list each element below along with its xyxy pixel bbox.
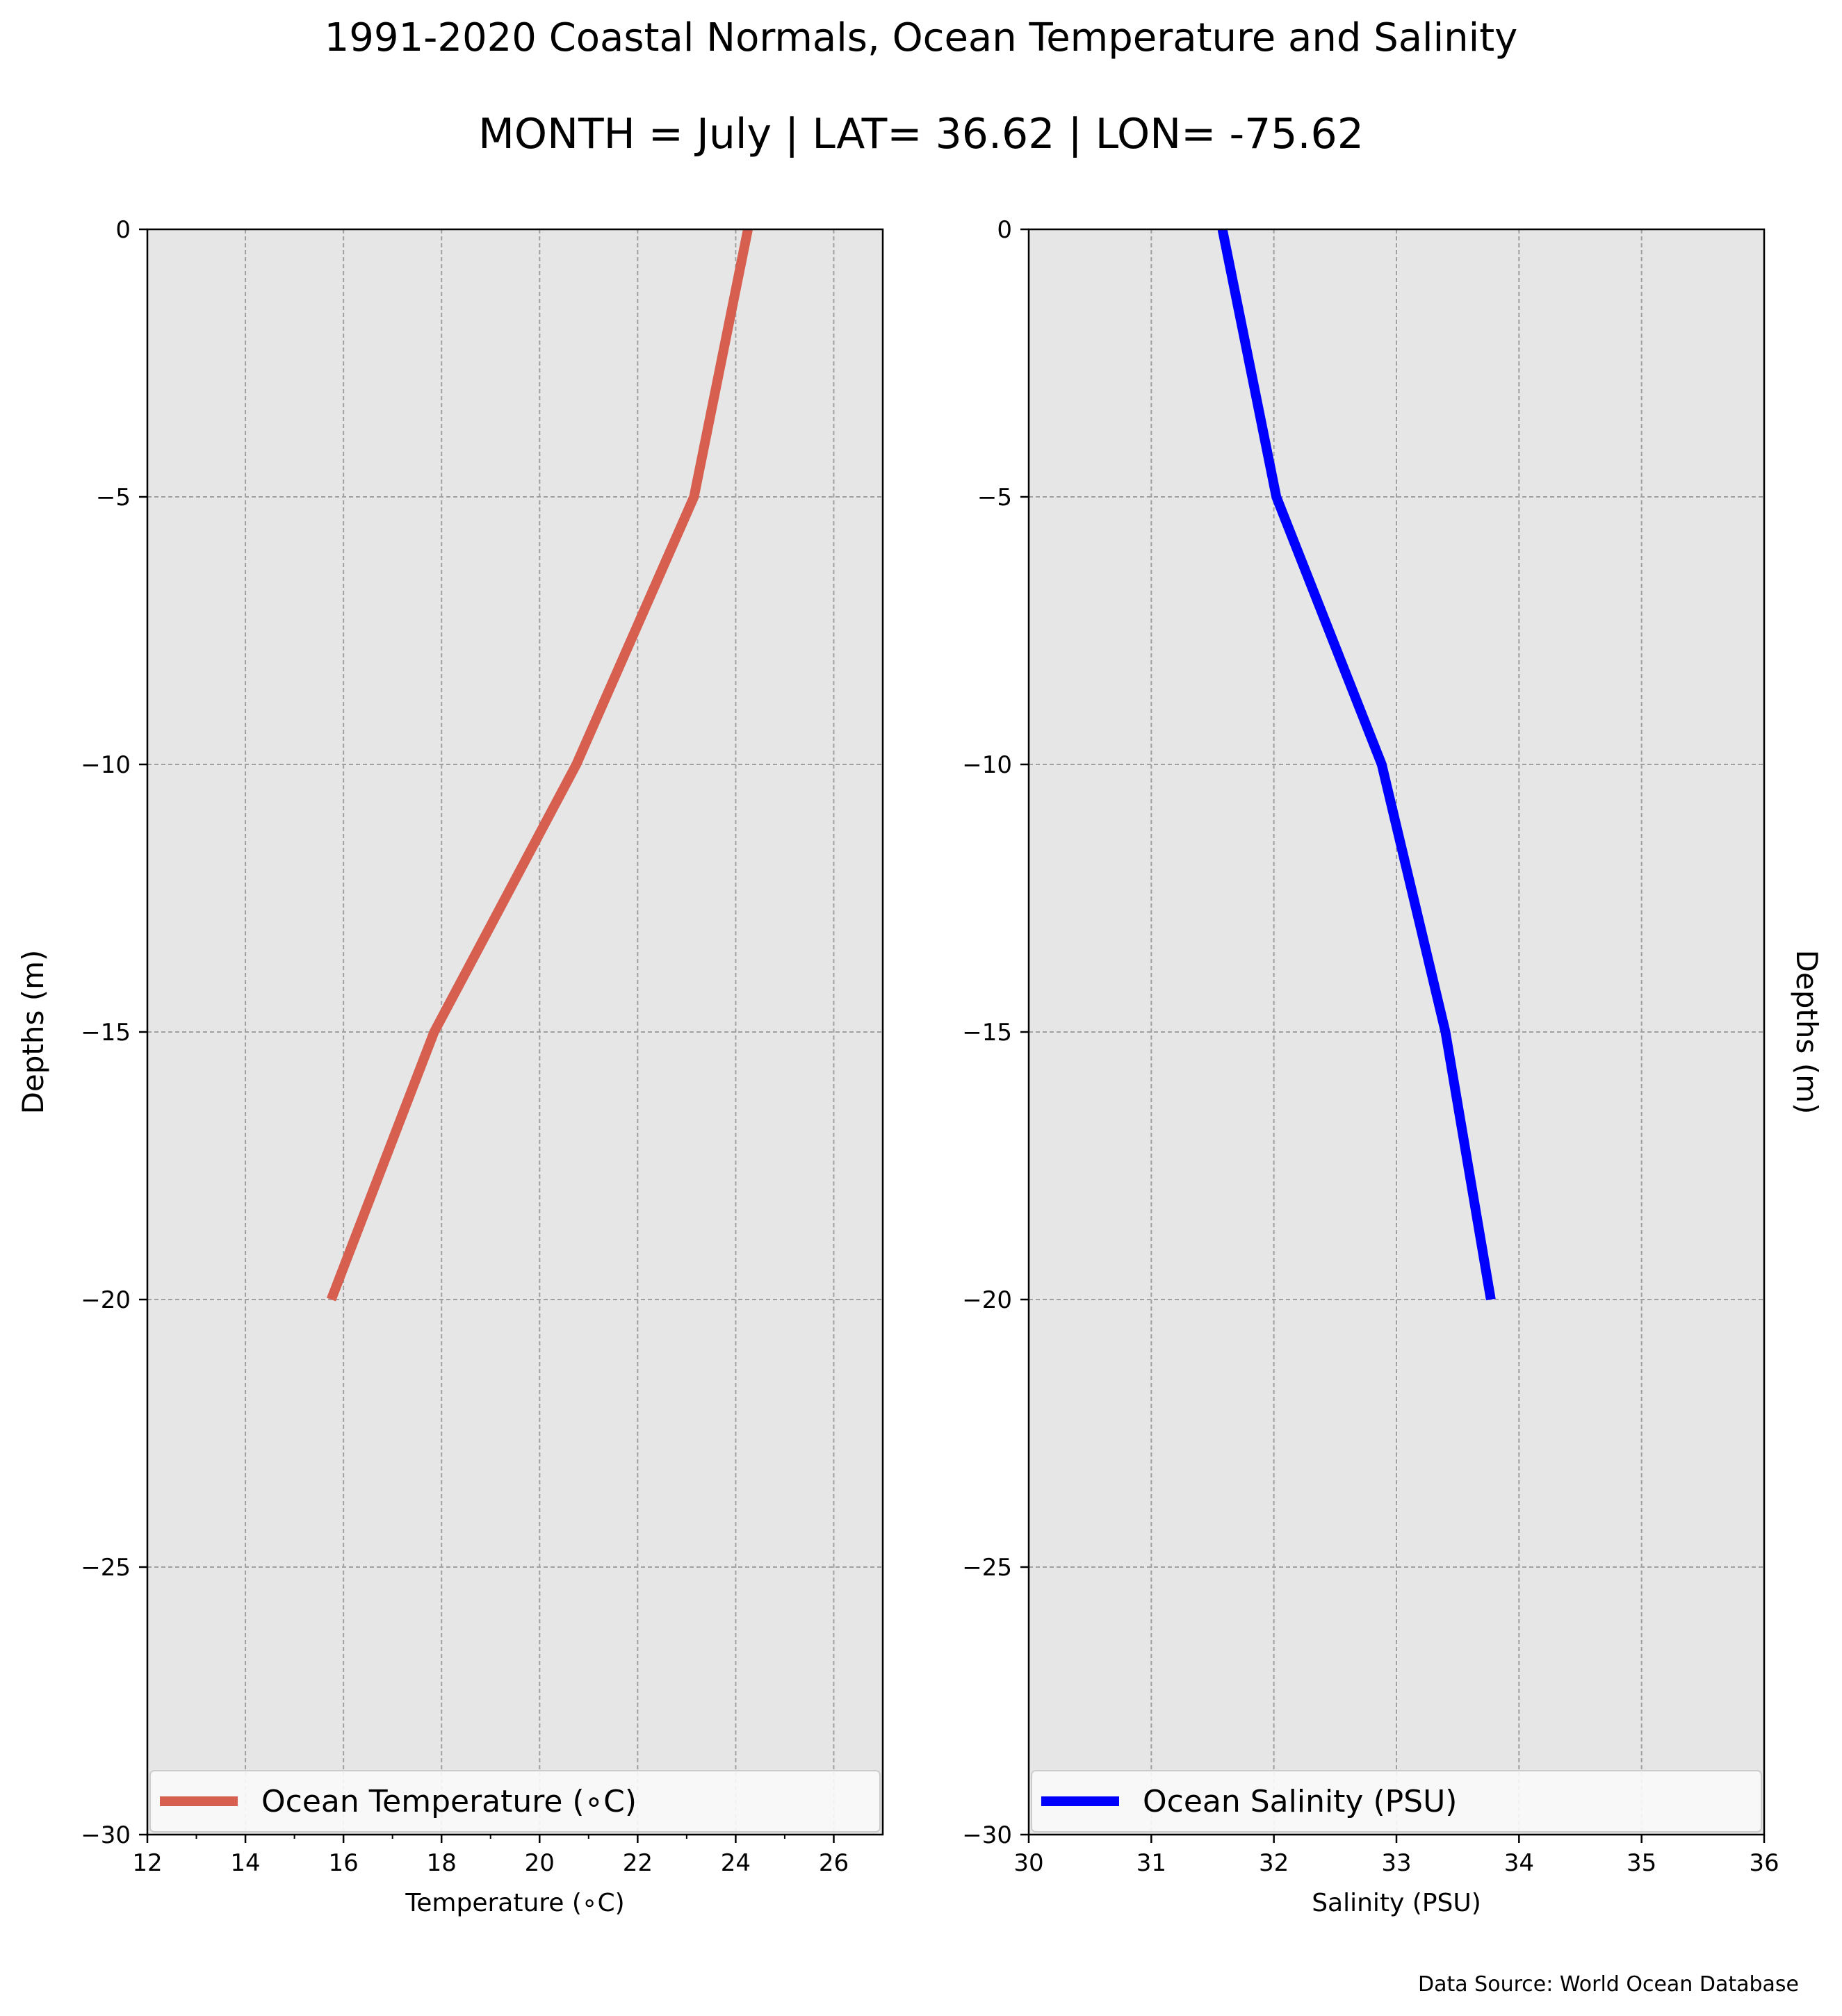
temperature-x-axis-label: Temperature (∘C)	[405, 1889, 624, 1917]
temperature-x-tick-label: 26	[819, 1849, 849, 1877]
salinity-legend: Ocean Salinity (PSU)	[1031, 1770, 1762, 1833]
temperature-y-tick-label: −5	[96, 484, 131, 511]
salinity-y-axis-label: Depths (m)	[1790, 950, 1824, 1115]
temperature-series-line	[326, 228, 753, 1302]
temperature-y-tick-label: −10	[81, 751, 131, 779]
salinity-legend-box	[1031, 1770, 1762, 1833]
salinity-y-tick-label: −10	[962, 751, 1012, 779]
salinity-x-axis-label: Salinity (PSU)	[1312, 1889, 1481, 1917]
salinity-y-tick-label: −15	[962, 1019, 1012, 1047]
temperature-legend-label: Ocean Temperature (∘C)	[261, 1784, 637, 1819]
temperature-legend: Ocean Temperature (∘C)	[149, 1770, 881, 1833]
salinity-legend-label: Ocean Salinity (PSU)	[1143, 1784, 1457, 1819]
temperature-y-tick-label: −25	[81, 1554, 131, 1582]
temperature-legend-box	[149, 1770, 881, 1833]
temperature-y-axis-label: Depths (m)	[16, 950, 50, 1115]
temperature-x-tick-label: 14	[230, 1849, 260, 1877]
temperature-x-tick-label: 20	[525, 1849, 555, 1877]
salinity-y-tick-label: −25	[962, 1554, 1012, 1582]
temperature-x-tick-label: 22	[623, 1849, 653, 1877]
salinity-x-tick-label: 32	[1259, 1849, 1289, 1877]
temperature-plot-background	[147, 229, 883, 1835]
temperature-y-tick-label: −30	[81, 1821, 131, 1849]
salinity-x-tick-label: 36	[1749, 1849, 1779, 1877]
temperature-x-tick-label: 12	[132, 1849, 162, 1877]
salinity-x-tick-label: 30	[1013, 1849, 1043, 1877]
temperature-x-tick-label: 18	[427, 1849, 457, 1877]
chart-subtitle: MONTH = July | LAT= 36.62 | LON= -75.62	[478, 110, 1364, 158]
salinity-y-tick-label: −30	[962, 1821, 1012, 1849]
salinity-x-tick-label: 34	[1504, 1849, 1534, 1877]
temperature-y-tick-label: −15	[81, 1019, 131, 1047]
temperature-panel: 12 14 16 18 20 22 24 26 0 −5 −10 −15 −20 −25 −30 Temper…	[16, 216, 884, 1917]
data-source-note: Data Source: World Ocean Database	[1418, 1972, 1799, 1997]
salinity-y-tick-label: −20	[962, 1286, 1012, 1314]
salinity-y-tick-label: 0	[997, 216, 1012, 244]
salinity-x-tick-label: 33	[1381, 1849, 1411, 1877]
salinity-series-line	[1217, 228, 1496, 1301]
temperature-x-tick-label: 24	[721, 1849, 751, 1877]
salinity-panel: 30 31 32 33 34 35 36 0 −5 −10 −15 −20 −25 −30 Salinity…	[962, 216, 1824, 1917]
chart-title: 1991-2020 Coastal Normals, Ocean Tempera…	[324, 15, 1518, 60]
temperature-y-tick-label: −20	[81, 1286, 131, 1314]
salinity-x-tick-label: 35	[1627, 1849, 1656, 1877]
temperature-y-tick-label: 0	[115, 216, 131, 244]
temperature-x-tick-label: 16	[329, 1849, 359, 1877]
salinity-y-tick-label: −5	[977, 484, 1012, 511]
salinity-x-tick-label: 31	[1136, 1849, 1166, 1877]
